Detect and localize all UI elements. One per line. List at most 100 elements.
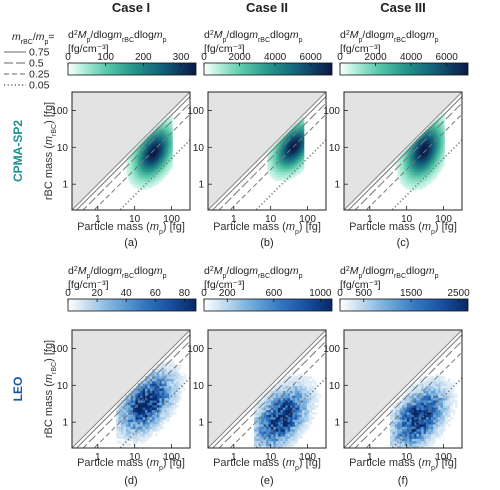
colorbar-bar — [67, 298, 197, 312]
x-tick-label: 100 — [435, 214, 452, 225]
plot-area — [344, 92, 462, 210]
x-tick-label: 10 — [401, 214, 413, 225]
x-tick-label: 100 — [299, 452, 316, 463]
heatmap — [390, 373, 458, 448]
colorbar-tick-label: 200 — [219, 288, 236, 299]
colorbar-units: [fg/cm⁻³] — [340, 43, 381, 55]
colorbar-bar — [339, 298, 469, 312]
legend-title: mrBC/mp= — [12, 31, 55, 46]
ratio-line-4 — [254, 377, 326, 448]
x-tick-label: 100 — [435, 452, 452, 463]
plot-frame — [71, 91, 191, 211]
colorbar-tick-label: 4000 — [400, 52, 423, 63]
x-tick-label: 100 — [163, 214, 180, 225]
ratio-line-1 — [211, 334, 326, 448]
colorbar-tick-label: 0 — [337, 288, 343, 299]
x-tick-label: 10 — [129, 452, 141, 463]
ratio-line-3 — [365, 351, 462, 448]
ratio-line-3 — [229, 351, 326, 448]
ratio-line-2 — [354, 340, 462, 448]
plot-area — [208, 330, 326, 448]
plot-frame — [71, 329, 191, 449]
colorbar-tick-label: 2000 — [364, 52, 387, 63]
ratio-line-2 — [218, 102, 326, 210]
panel-f: d2Mp/dlogmrBCdlogmp[fg/cm⁻³]0 500 1500 2500… — [323, 265, 470, 487]
colorbar: d2Mp/dlogmrBCdlogmp[fg/cm⁻³]0 500 1500 2500 — [337, 265, 470, 312]
one-to-one-line — [72, 92, 190, 210]
colorbar-units: [fg/cm⁻³] — [204, 43, 245, 55]
colorbar-tick-label: 0 — [337, 52, 343, 63]
case-title-2: Case II — [246, 0, 288, 15]
y-tick-label: 10 — [329, 381, 341, 392]
y-tick-label: 100 — [187, 344, 204, 355]
colorbar-units: [fg/cm⁻³] — [340, 279, 381, 291]
colorbar-tick-label: 1500 — [400, 288, 423, 299]
ratio-line-3 — [93, 113, 190, 210]
ratio-line-1 — [75, 334, 190, 448]
x-tick-label: 1 — [367, 452, 373, 463]
plot-area — [72, 92, 190, 210]
colorbar-bar — [67, 62, 197, 76]
ratio-line-3 — [229, 113, 326, 210]
colorbar-tick-label: 0 — [201, 288, 207, 299]
one-to-one-line — [344, 92, 462, 210]
colorbar: d2Mp/dlogmrBCdlogmp[fg/cm⁻³]0 2000 4000 600… — [201, 29, 333, 76]
x-axis-label: Particle mass (mp) [fg] — [213, 457, 321, 472]
one-to-one-line — [72, 330, 190, 448]
colorbar-units: [fg/cm⁻³] — [204, 279, 245, 291]
one-to-one-line — [208, 92, 326, 210]
colorbar-units: [fg/cm⁻³] — [68, 43, 109, 55]
colorbar-tick-label: 500 — [355, 288, 372, 299]
colorbar-tick-label: 6000 — [300, 52, 323, 63]
panel-letter: (c) — [397, 237, 410, 249]
panel-d: d2Mp/dlogmrBCdlogmp[fg/cm⁻³]0 20 40 60 80 1 1 1… — [43, 265, 197, 487]
colorbar: d2Mp/dlogmrBCdlogmp[fg/cm⁻³]0 2000 4000 600… — [337, 29, 469, 76]
y-tick-label: 100 — [187, 106, 204, 117]
y-tick-label: 10 — [193, 143, 205, 154]
colorbar-tick-label: 80 — [179, 288, 191, 299]
ratio-line-3 — [365, 113, 462, 210]
colorbar: d2Mp/dlogmrBCdlogmp[fg/cm⁻³]0 100 200 300 — [65, 29, 197, 76]
x-tick-label: 1 — [231, 214, 237, 225]
ratio-line-4 — [390, 139, 462, 210]
y-tick-label: 1 — [62, 180, 68, 191]
x-tick-label: 10 — [401, 452, 413, 463]
y-tick-label: 100 — [51, 106, 68, 117]
y-tick-label: 10 — [57, 381, 69, 392]
colorbar-title: d2Mp/dlogmrBCdlogmp — [68, 265, 167, 280]
y-tick-label: 100 — [323, 344, 340, 355]
y-tick-label: 1 — [334, 180, 340, 191]
heatmap — [395, 112, 445, 192]
plot-frame — [207, 329, 327, 449]
panel-a: d2Mp/dlogmrBCdlogmp[fg/cm⁻³]0 100 200 300 1 1… — [43, 29, 197, 249]
plot-area — [208, 92, 326, 210]
ratio-line-4 — [254, 139, 326, 210]
colorbar-title: d2Mp/dlogmrBCdlogmp — [68, 29, 167, 44]
x-axis-label: Particle mass (mp) [fg] — [213, 221, 321, 236]
y-tick-label: 1 — [62, 418, 68, 429]
legend-label-4: 0.05 — [29, 80, 50, 92]
legend-label-2: 0.5 — [29, 58, 44, 70]
x-tick-label: 100 — [163, 452, 180, 463]
row-label-1: CPMA-SP2 — [11, 120, 25, 182]
colorbar-tick-label: 100 — [97, 52, 114, 63]
y-tick-label: 1 — [334, 418, 340, 429]
colorbar-tick-label: 600 — [265, 288, 282, 299]
y-tick-label: 100 — [51, 344, 68, 355]
case-title-1: Case I — [112, 0, 150, 15]
ratio-line-2 — [82, 340, 190, 448]
y-axis-label: rBC mass (mrBC) [fg] — [43, 102, 58, 200]
ratio-line-4 — [118, 139, 190, 210]
plot-frame — [207, 91, 327, 211]
colorbar-bar — [203, 62, 333, 76]
x-axis-label: Particle mass (mp) [fg] — [349, 457, 457, 472]
panel-e: d2Mp/dlogmrBCdlogmp[fg/cm⁻³]0 200 600 1000 1… — [187, 265, 333, 487]
colorbar-tick-label: 4000 — [264, 52, 287, 63]
one-to-one-line — [208, 330, 326, 448]
colorbar-title: d2Mp/dlogmrBCdlogmp — [204, 265, 303, 280]
colorbar-tick-label: 60 — [150, 288, 162, 299]
colorbar-title: d2Mp/dlogmrBCdlogmp — [204, 29, 303, 44]
ratio-line-2 — [82, 102, 190, 210]
colorbar-tick-label: 0 — [201, 52, 207, 63]
colorbar-units: [fg/cm⁻³] — [68, 279, 109, 291]
